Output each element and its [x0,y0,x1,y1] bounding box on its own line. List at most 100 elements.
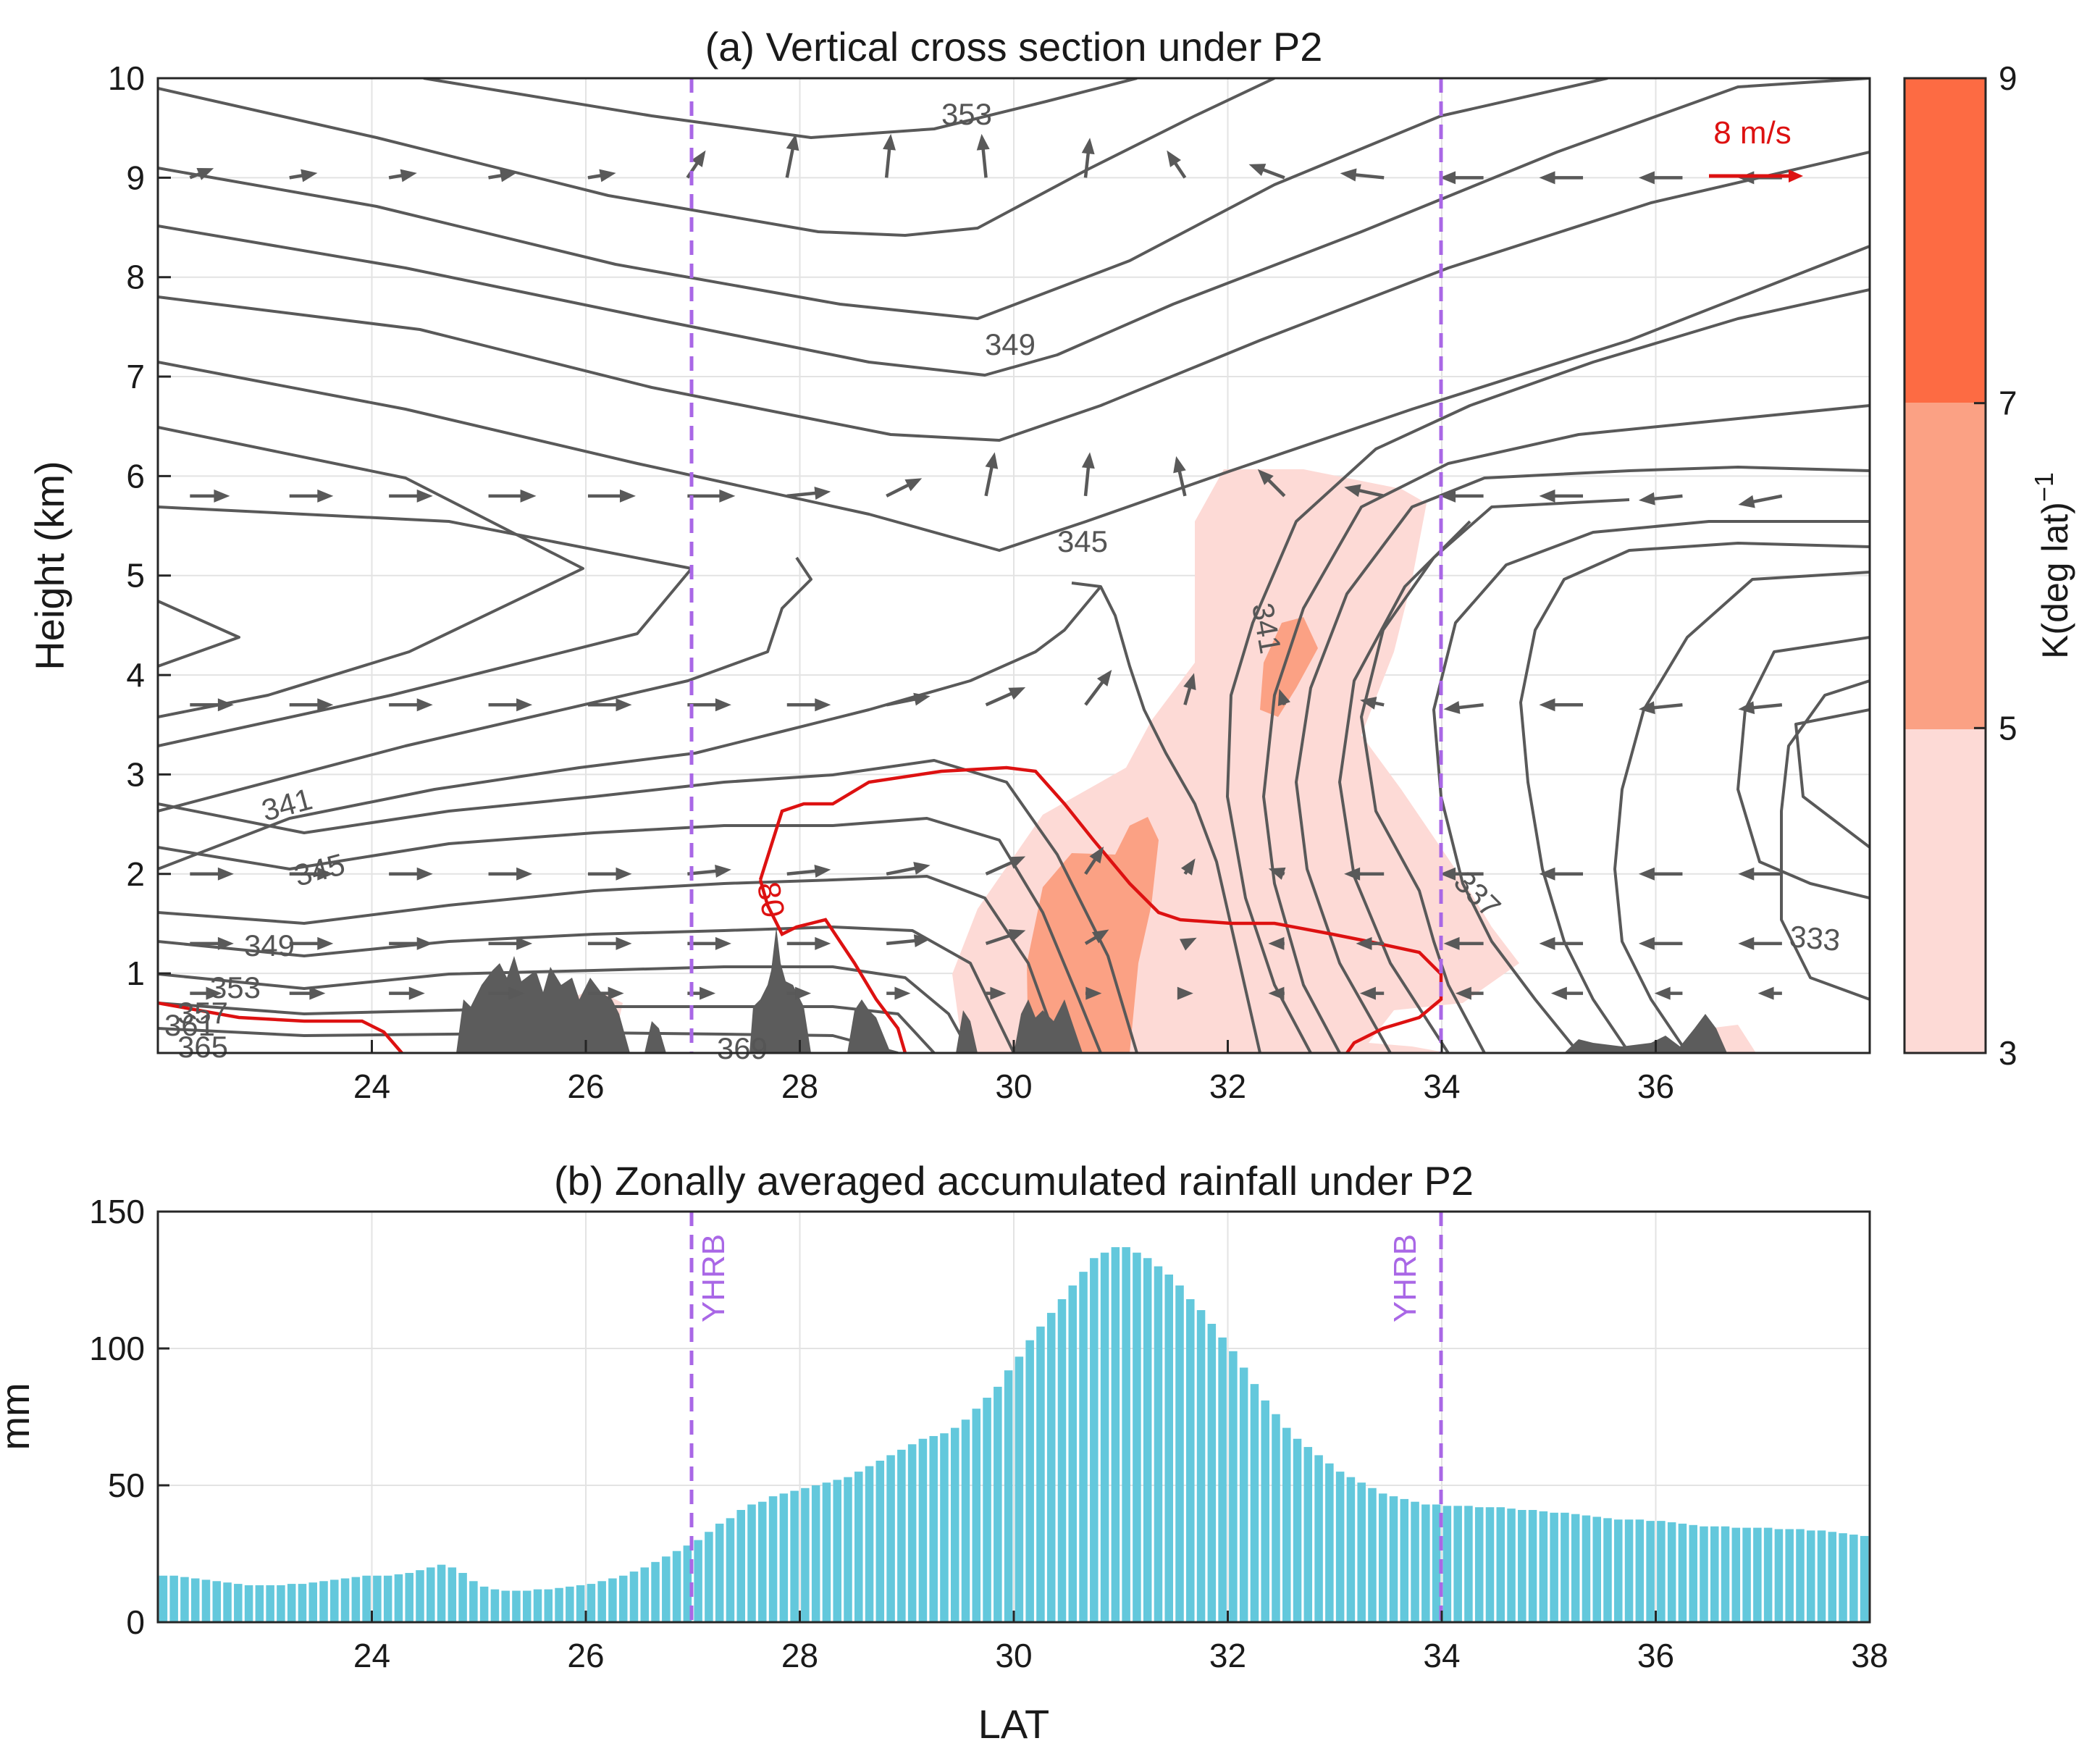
wind-vector-head [1096,669,1112,687]
contour-label: 345 [290,847,348,893]
rainfall-bar [1946,1545,1954,1622]
rainfall-bar [608,1578,617,1622]
rainfall-bar [1015,1356,1024,1622]
rainfall-bar [190,1578,200,1622]
rainfall-bar [1346,1477,1356,1622]
wind-vector-head [1179,937,1197,951]
contour-upper-4 [158,151,1870,442]
rainfall-bar [1335,1472,1345,1622]
rainfall-bar [1839,1533,1847,1622]
x-tick-label: 24 [353,1067,390,1105]
rainfall-bar [427,1567,435,1622]
rainfall-bar [983,1398,991,1622]
rainfall-bar [811,1485,820,1622]
yhrb-label-east: YHRB [1387,1234,1423,1322]
contour-mid-11 [158,585,1102,870]
wind-vector-head [1638,701,1655,715]
rainfall-bar [2064,1569,2072,1622]
rainfall-bar [950,1427,959,1622]
rainfall-bar [587,1584,596,1622]
wind-vector-head [691,150,706,167]
rainfall-bar [1849,1535,1858,1622]
wind-vector-head [904,478,923,492]
rainfall-bars [159,1247,2072,1622]
wind-vector-head [616,867,632,881]
rainfall-bar [298,1584,307,1622]
x-tick-label: 34 [1423,1637,1460,1674]
wind-vector-head [1008,856,1026,869]
rainfall-bar [1453,1506,1462,1622]
wind-vector-head [1173,456,1186,474]
wind-vector-head [715,936,731,950]
contour-east-2 [1262,404,1870,1053]
rainfall-bar [1100,1252,1109,1622]
rainfall-bar [1485,1507,1495,1622]
rainfall-bar [961,1419,970,1622]
x-tick-label: 36 [1637,1637,1674,1674]
rainfall-bar [1368,1487,1377,1622]
wind-vector-head [1359,986,1376,1000]
wind-vector-head [309,986,326,1000]
y-tick-label: 8 [126,259,145,296]
rainfall-bar [929,1435,938,1622]
contour-345-mid [158,245,1870,552]
wind-vector-head [608,986,624,1000]
rainfall-bar [1057,1298,1067,1622]
rainfall-bar [533,1589,542,1622]
contour-east-11 [1794,708,1870,849]
rainfall-bar [1796,1529,1805,1622]
wind-vector-head [1539,867,1555,881]
y-tick-label: 100 [89,1330,145,1367]
contour-349 [158,78,1870,377]
rh-80-label: 80 [750,879,791,920]
rainfall-bar [1411,1501,1419,1622]
wind-vector-head [1638,492,1655,505]
rainfall-bar [1925,1544,1933,1622]
wind-vector-head [408,986,425,1000]
wind-vector-head [416,698,433,712]
wind-vector-head [1344,484,1361,498]
contour-341-left [158,759,1138,1053]
panel-b-xlabel: LAT [978,1701,1050,1747]
rainfall-bar [405,1572,413,1622]
rainfall-bar [180,1577,189,1622]
wind-vector-head [719,489,736,503]
wind-vector-head [1268,867,1286,880]
rainfall-bar [672,1551,681,1622]
colorbar-label-exponent: −1 [2029,472,2059,502]
wind-vector-head [416,867,433,881]
wind-vector-head [1738,495,1755,508]
contour-east-9 [1736,636,1870,899]
rainfall-bar [1196,1310,1206,1622]
x-tick-label: 26 [567,1067,604,1105]
rainfall-bar [1742,1527,1751,1622]
yhrb-label-west: YHRB [696,1234,731,1322]
wind-vector-head [217,698,234,712]
wind-vector-head [516,867,533,881]
wind-vector-head [1440,489,1456,503]
wind-vector-head [1638,171,1655,185]
rainfall-bar [1914,1543,1923,1622]
wind-vector-head [1257,469,1274,485]
rainfall-bar [886,1455,895,1622]
y-tick-label: 6 [126,457,145,495]
rainfall-bar [287,1584,296,1622]
rainfall-bar [1550,1512,1558,1622]
wind-vector-head [1455,986,1471,1000]
y-tick-label: 0 [126,1603,145,1641]
rainfall-bar [201,1579,211,1622]
contour-label: 333 [1788,919,1841,957]
wind-vector-head [795,986,812,1000]
rainfall-bar [844,1477,852,1622]
wind-vector-head [1183,673,1196,690]
wind-vector-head [217,936,234,950]
colorbar-tick-label: 7 [1999,385,2017,422]
wind-vector-head [1268,986,1285,1000]
rainfall-bar [1603,1518,1612,1622]
wind-vector-head [1443,701,1461,714]
contour-mid-8 [158,600,240,668]
rainfall-bar [618,1575,628,1622]
rainfall-bar [1079,1272,1088,1622]
